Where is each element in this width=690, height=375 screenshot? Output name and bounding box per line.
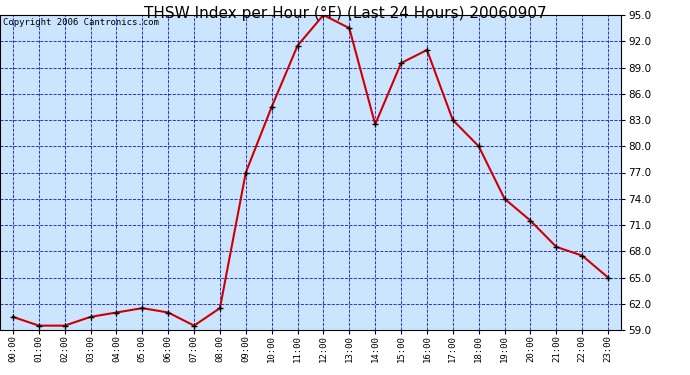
Text: THSW Index per Hour (°F) (Last 24 Hours) 20060907: THSW Index per Hour (°F) (Last 24 Hours)… (144, 6, 546, 21)
Text: Copyright 2006 Cantronics.com: Copyright 2006 Cantronics.com (3, 18, 159, 27)
